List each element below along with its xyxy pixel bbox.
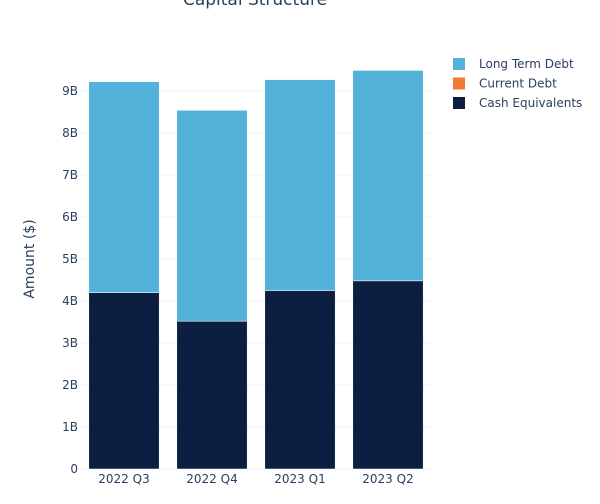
- bars: [88, 70, 424, 470]
- legend-item-current-debt[interactable]: Current Debt: [453, 77, 557, 91]
- y-tick-label: 9B: [62, 84, 78, 98]
- bar-long-term-debt-2022-q3[interactable]: [88, 81, 160, 293]
- legend-label: Long Term Debt: [479, 57, 574, 71]
- legend-label: Cash Equivalents: [479, 96, 582, 110]
- y-tick-label: 0: [70, 462, 78, 476]
- bar-cash-equivalents-2023-q2[interactable]: [352, 280, 424, 470]
- x-tick-label: 2022 Q4: [186, 472, 237, 486]
- x-tick-label: 2023 Q1: [274, 472, 325, 486]
- chart-title: Capital Structure: [183, 0, 327, 10]
- x-tick-label: 2022 Q3: [98, 472, 149, 486]
- y-tick-label: 8B: [62, 126, 78, 140]
- bar-long-term-debt-2023-q1[interactable]: [264, 79, 336, 291]
- y-axis: 0 1B 2B 3B 4B 5B 6B 7B 8B 9B: [62, 84, 78, 476]
- y-tick-label: 6B: [62, 210, 78, 224]
- bar-cash-equivalents-2023-q1[interactable]: [264, 290, 336, 470]
- y-tick-label: 4B: [62, 294, 78, 308]
- bar-cash-equivalents-2022-q4[interactable]: [176, 320, 248, 470]
- legend-swatch: [453, 97, 465, 109]
- legend-label: Current Debt: [479, 77, 557, 91]
- bar-cash-equivalents-2022-q3[interactable]: [88, 292, 160, 470]
- y-tick-label: 2B: [62, 378, 78, 392]
- y-tick-label: 1B: [62, 420, 78, 434]
- y-tick-label: 5B: [62, 252, 78, 266]
- bar-long-term-debt-2022-q4[interactable]: [176, 110, 248, 322]
- bar-long-term-debt-2023-q2[interactable]: [352, 70, 424, 282]
- x-axis: 2022 Q3 2022 Q4 2023 Q1 2023 Q2: [98, 472, 413, 486]
- y-tick-label: 3B: [62, 336, 78, 350]
- legend[interactable]: Long Term Debt Current Debt Cash Equivalen…: [453, 57, 582, 110]
- x-tick-label: 2023 Q2: [362, 472, 413, 486]
- legend-swatch: [453, 77, 465, 90]
- y-tick-label: 7B: [62, 168, 78, 182]
- legend-item-cash-equivalents[interactable]: Cash Equivalents: [453, 96, 582, 110]
- legend-swatch: [453, 58, 465, 70]
- y-axis-title: Amount ($): [22, 219, 38, 298]
- legend-item-long-term-debt[interactable]: Long Term Debt: [453, 57, 574, 71]
